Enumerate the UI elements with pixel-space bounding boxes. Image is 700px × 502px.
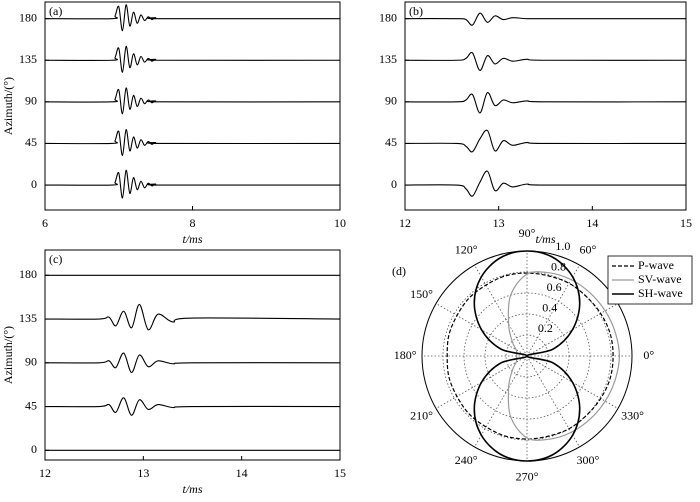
theta-tick-label: 90° [519,226,536,240]
y-axis-label: Azimuth/(°) [1,77,15,135]
y-tick-label: 45 [25,135,37,149]
r-tick-label: 1.0 [555,239,570,253]
x-tick-label: 14 [586,216,598,230]
waveform [44,169,341,199]
theta-tick-label: 60° [579,242,596,256]
x-tick-label: 12 [39,466,51,480]
x-tick-label: 10 [334,216,346,230]
axes-frame [44,249,341,461]
panel-label: (d) [392,264,406,278]
y-tick-label: 90 [25,94,37,108]
legend-label: SH-wave [638,286,683,300]
y-tick-label: 0 [391,177,397,191]
waveform [44,397,341,416]
y-tick-label: 45 [25,398,37,412]
waveform [404,92,687,114]
waveform [404,170,687,197]
y-tick-label: 0 [31,177,37,191]
x-axis-label: t/ms [182,482,202,496]
r-tick-label: 0.6 [547,280,562,294]
x-tick-label: 15 [680,216,692,230]
x-axis-label: t/ms [535,232,555,246]
theta-tick-label: 0° [643,348,654,362]
y-tick-label: 180 [19,10,37,24]
theta-tick-label: 210° [410,409,433,423]
x-tick-label: 8 [190,216,196,230]
theta-grid-line [526,355,580,448]
x-tick-label: 15 [334,466,346,480]
waveform [44,129,341,157]
waveform [404,12,686,26]
x-tick-label: 13 [493,216,505,230]
waveform [44,45,341,73]
waveform [44,87,341,115]
waveform [404,51,687,71]
r-tick-label: 0.2 [538,321,553,335]
axes-frame [404,1,687,211]
axes-frame [44,1,341,211]
waveform [44,4,341,32]
y-tick-label: 135 [379,52,397,66]
y-tick-label: 0 [31,442,37,456]
x-tick-label: 12 [399,216,411,230]
y-tick-label: 180 [19,267,37,281]
y-tick-label: 180 [379,10,397,24]
polar-curve [446,272,614,440]
x-tick-label: 6 [42,216,48,230]
y-tick-label: 135 [19,311,37,325]
r-tick-label: 0.4 [542,301,557,315]
r-grid-circle [484,313,570,399]
theta-grid-line [474,264,528,357]
waveform [44,303,341,331]
panel-label: (a) [49,4,62,18]
r-grid-circle [463,292,591,420]
legend-label: P-wave [638,258,674,272]
y-tick-label: 45 [385,135,397,149]
polar-curve [507,271,620,441]
theta-tick-label: 330° [621,409,644,423]
theta-tick-label: 270° [516,470,539,484]
waveform [44,352,341,374]
y-tick-label: 135 [19,52,37,66]
theta-grid-line [526,264,580,357]
polar-curve [473,250,581,462]
y-tick-label: 90 [25,355,37,369]
theta-grid-line [474,355,528,448]
legend-label: SV-wave [638,272,682,286]
panel-label: (c) [49,252,62,266]
theta-tick-label: 120° [455,242,478,256]
panel-label: (b) [409,4,423,18]
theta-tick-label: 180° [394,348,417,362]
x-tick-label: 13 [137,466,149,480]
y-axis-label: Azimuth/(°) [1,326,15,384]
r-grid-circle [442,271,612,441]
y-tick-label: 90 [385,94,397,108]
theta-tick-label: 300° [576,453,599,467]
theta-tick-label: 240° [455,453,478,467]
waveform [404,129,687,153]
x-tick-label: 14 [236,466,248,480]
x-axis-label: t/ms [182,232,202,246]
theta-tick-label: 150° [410,287,433,301]
r-grid-circle [505,334,549,378]
